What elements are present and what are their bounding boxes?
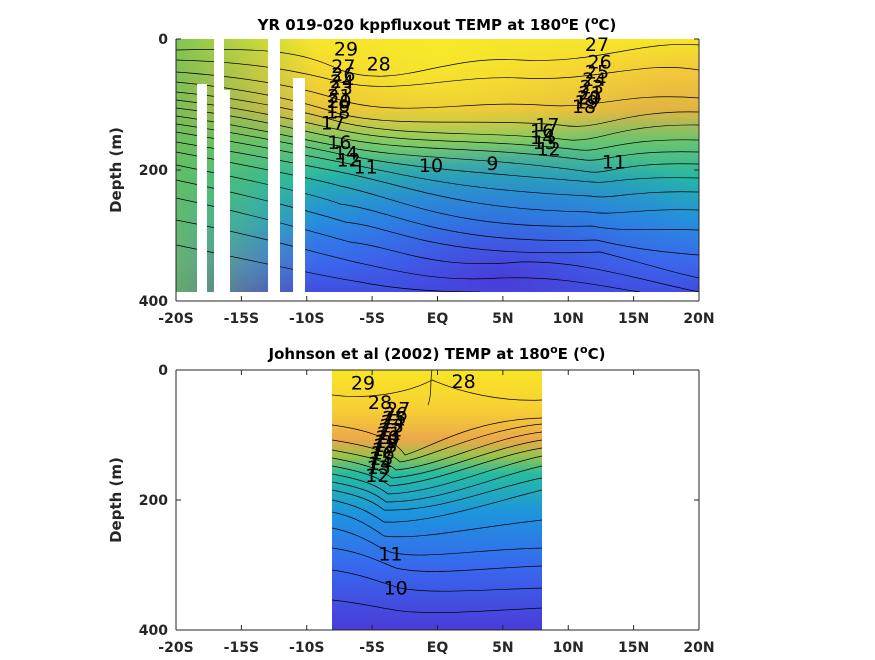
contour-label: 9 [486,153,498,175]
x-tick-label: 20N [683,640,714,656]
contour-label: 19 [326,96,350,118]
contour-labels: 29 28282726252423222120191817161514131211… [351,371,476,599]
contour-label: 29 [334,38,358,60]
contour-label: 11 [378,543,402,565]
contour-label: 25 [585,61,609,83]
x-tick-label: 15N [618,640,649,656]
x-tick-label: -20S [158,311,193,327]
contour-label: 26 [384,404,408,426]
x-tick-label: -20S [158,640,193,656]
contour-label: 14 [530,127,554,149]
x-tick-label: 10N [553,640,584,656]
y-axis-label: Depth (m) [107,127,125,213]
contour-label: 28 [368,392,392,414]
contour-label: 23 [329,78,353,100]
contour-label: 17 [321,112,345,134]
contour-label: 18 [373,435,397,457]
contour-label: 21 [578,82,602,104]
x-tick-label: -10S [289,640,324,656]
x-tick-label: 20N [683,311,714,327]
chart-title: YR 019-020 kppfluxout TEMP at 180oE (oC) [257,14,617,34]
y-tick-label: 0 [158,363,168,379]
x-tick-label: -15S [224,311,259,327]
x-axis: -20S -15S -10S -5S EQ 5N 10N 15N 20N [158,296,715,327]
contour-label: 26 [588,51,612,73]
panel-model-temperature: YR 019-020 kppfluxout TEMP at 180oE (oC) [107,14,715,327]
contour-label: 27 [386,399,410,421]
y-tick-label: 200 [139,493,168,509]
contour-label: 11 [353,156,377,178]
contour-label: 13 [367,457,391,479]
contour-label: 25 [382,408,406,430]
contour-label: 20 [376,427,400,449]
panel-observed-temperature: Johnson et al (2002) TEMP at 180oE (oC) [107,343,715,656]
contour-label: 23 [580,76,604,98]
contour-label: 26 [331,64,355,86]
contour-label: 10 [384,577,408,599]
contour-label: 16 [530,120,554,142]
contour-label: 12 [537,139,561,161]
contour-label: 20 [577,87,601,109]
contour-label: 24 [582,69,606,91]
x-tick-label: 15N [618,311,649,327]
contour-labels: 2928272726252423262423212019181716141211… [321,34,626,178]
contour-label: 18 [326,101,350,123]
contour-label: 21 [327,86,351,108]
x-tick-label: 5N [492,311,513,327]
contour-label: 17 [535,114,559,136]
contour-label: 20 [327,91,351,113]
x-tick-label: -15S [224,640,259,656]
contour-label: 16 [327,132,351,154]
contour-label: 24 [381,412,405,434]
contour-label: 14 [368,453,392,475]
contour-label: 22 [378,419,402,441]
y-axis: 0 200 400 [139,363,699,639]
contour-label: 15 [369,448,393,470]
x-tick-label: -5S [359,640,385,656]
contour-label: 27 [331,56,355,78]
x-tick-label: 10N [553,311,584,327]
y-axis: 0 200 400 [139,32,699,310]
contour-label: 29 [351,373,375,395]
y-tick-label: 0 [158,32,168,48]
chart-title: Johnson et al (2002) TEMP at 180oE (oC) [268,343,606,363]
y-tick-label: 400 [139,623,168,639]
heatmap-field [332,370,542,630]
heatmap-field [176,39,699,292]
contour-label: 10 [419,155,443,177]
y-tick-label: 400 [139,294,168,310]
contour-label: 19 [374,431,398,453]
y-axis-label: Depth (m) [107,457,125,543]
contour-label: 23 [380,415,404,437]
contour-label: 12 [365,465,389,487]
contour-label: 13 [533,132,557,154]
contour-label: 21 [377,423,401,445]
contour-label: 11 [602,152,626,174]
contour-label: 12 [336,150,360,172]
contour-label: 18 [572,96,596,118]
x-tick-label: 5N [492,640,513,656]
x-axis: -20S -15S -10S -5S EQ 5N 10N 15N 20N [158,370,715,656]
x-tick-label: EQ [427,311,449,327]
x-tick-label: -10S [289,311,324,327]
contour-label: 28 [367,53,391,75]
contour-label: 24 [330,71,354,93]
contour-label: 16 [370,443,394,465]
x-tick-label: EQ [427,640,449,656]
contour-label: 14 [334,143,358,165]
contour-label: 17 [372,439,396,461]
contour-label: 27 [585,34,609,56]
y-tick-label: 200 [139,163,168,179]
contour-label: 19 [574,91,598,113]
x-tick-label: -5S [359,311,385,327]
contour-label: 28 [452,371,476,393]
